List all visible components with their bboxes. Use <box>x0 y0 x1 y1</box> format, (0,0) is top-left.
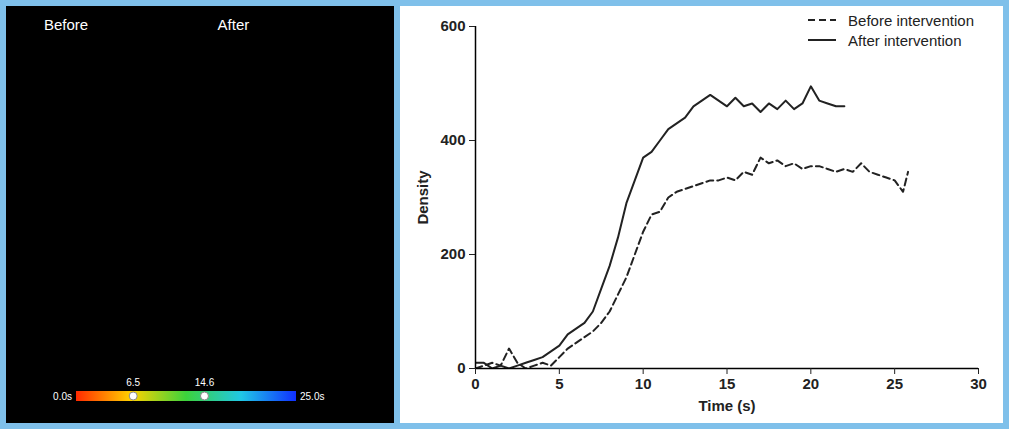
svg-text:15: 15 <box>719 375 736 392</box>
svg-text:20: 20 <box>802 375 819 392</box>
svg-text:Density: Density <box>414 170 431 225</box>
svg-text:10: 10 <box>635 375 652 392</box>
svg-text:0.0s: 0.0s <box>53 391 72 402</box>
svg-text:600: 600 <box>440 17 465 34</box>
svg-text:Time (s): Time (s) <box>698 397 755 414</box>
svg-text:Before: Before <box>44 16 88 33</box>
svg-text:25.0s: 25.0s <box>300 391 324 402</box>
svg-text:25: 25 <box>886 375 903 392</box>
svg-text:5: 5 <box>555 375 563 392</box>
svg-text:14.6: 14.6 <box>195 377 215 388</box>
html-text:Before intervention: Before intervention <box>848 11 974 29</box>
svg-text:30: 30 <box>970 375 987 392</box>
svg-text:400: 400 <box>440 131 465 148</box>
svg-text:6.5: 6.5 <box>126 377 140 388</box>
svg-text:0: 0 <box>471 375 479 392</box>
svg-text:0: 0 <box>457 359 465 376</box>
svg-text:200: 200 <box>440 245 465 262</box>
html-text:After intervention: After intervention <box>848 31 962 49</box>
svg-text:After: After <box>218 16 250 33</box>
